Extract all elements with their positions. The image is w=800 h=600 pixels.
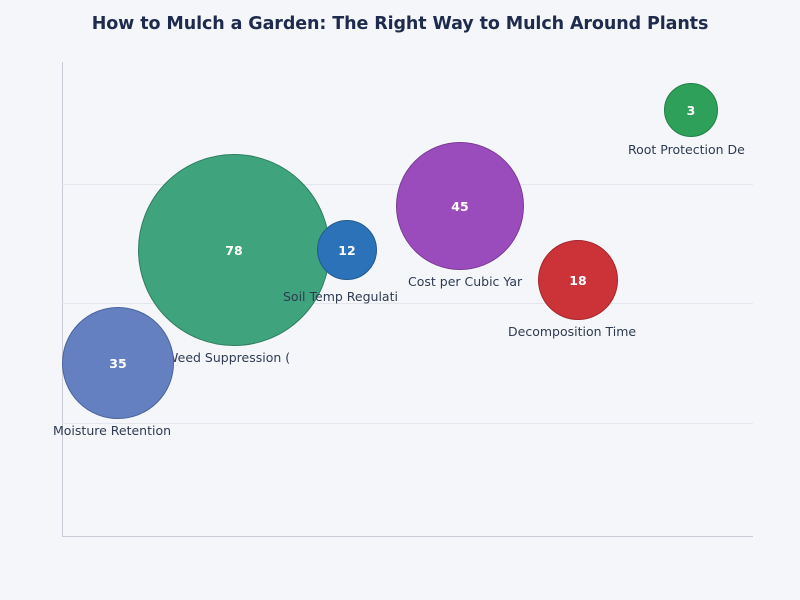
bubble-value: 35: [109, 355, 127, 371]
y-axis-spine: [62, 62, 63, 537]
bubble-value: 18: [569, 272, 587, 288]
gridline-2: [62, 423, 753, 424]
chart-title: How to Mulch a Garden: The Right Way to …: [91, 14, 709, 34]
bubble-label: Decomposition Time: [508, 324, 637, 339]
bubble-label: Soil Temp Regulati: [283, 289, 398, 304]
bubble[interactable]: 78: [138, 154, 330, 346]
bubble[interactable]: 35: [62, 307, 174, 419]
bubble-value: 78: [225, 242, 243, 258]
bubble-value: 3: [686, 102, 696, 118]
bubble-value: 45: [451, 198, 469, 214]
x-axis-spine: [62, 536, 753, 537]
bubble-value: 12: [338, 242, 356, 258]
gridline-1: [62, 303, 753, 304]
bubble[interactable]: 18: [538, 240, 618, 320]
bubble[interactable]: 3: [664, 83, 718, 137]
bubble-label: Root Protection De: [628, 142, 745, 157]
bubble[interactable]: 45: [396, 142, 524, 270]
bubble-label: Moisture Retention: [53, 423, 172, 438]
bubble-label: Cost per Cubic Yar: [408, 274, 523, 289]
bubble[interactable]: 12: [317, 220, 377, 280]
bubble-label: Weed Suppression (: [166, 350, 291, 365]
